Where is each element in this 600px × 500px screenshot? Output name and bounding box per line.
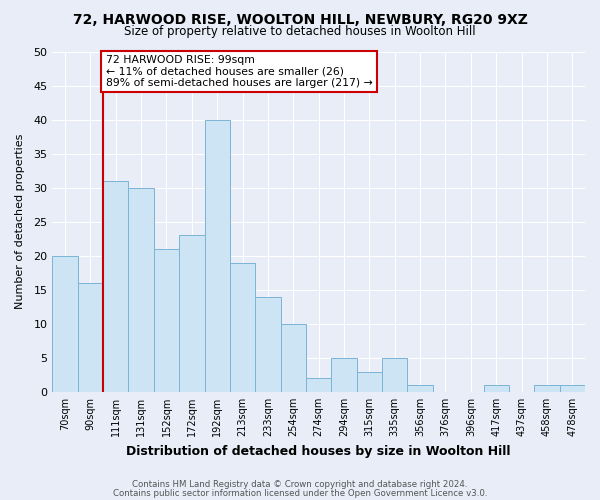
Text: Size of property relative to detached houses in Woolton Hill: Size of property relative to detached ho… [124, 25, 476, 38]
Bar [179, 236, 205, 392]
Text: 72 HARWOOD RISE: 99sqm
← 11% of detached houses are smaller (26)
89% of semi-det: 72 HARWOOD RISE: 99sqm ← 11% of detached… [106, 55, 373, 88]
Bar [103, 181, 128, 392]
X-axis label: Distribution of detached houses by size in Woolton Hill: Distribution of detached houses by size … [127, 444, 511, 458]
Bar [77, 283, 103, 392]
Bar [52, 256, 77, 392]
Bar [255, 296, 281, 392]
Bar [306, 378, 331, 392]
Bar [382, 358, 407, 392]
Text: 72, HARWOOD RISE, WOOLTON HILL, NEWBURY, RG20 9XZ: 72, HARWOOD RISE, WOOLTON HILL, NEWBURY,… [73, 12, 527, 26]
Bar [534, 385, 560, 392]
Bar [128, 188, 154, 392]
Bar [205, 120, 230, 392]
Text: Contains public sector information licensed under the Open Government Licence v3: Contains public sector information licen… [113, 488, 487, 498]
Text: Contains HM Land Registry data © Crown copyright and database right 2024.: Contains HM Land Registry data © Crown c… [132, 480, 468, 489]
Bar [331, 358, 357, 392]
Y-axis label: Number of detached properties: Number of detached properties [15, 134, 25, 310]
Bar [281, 324, 306, 392]
Bar [357, 372, 382, 392]
Bar [230, 262, 255, 392]
Bar [484, 385, 509, 392]
Bar [154, 249, 179, 392]
Bar [407, 385, 433, 392]
Bar [560, 385, 585, 392]
